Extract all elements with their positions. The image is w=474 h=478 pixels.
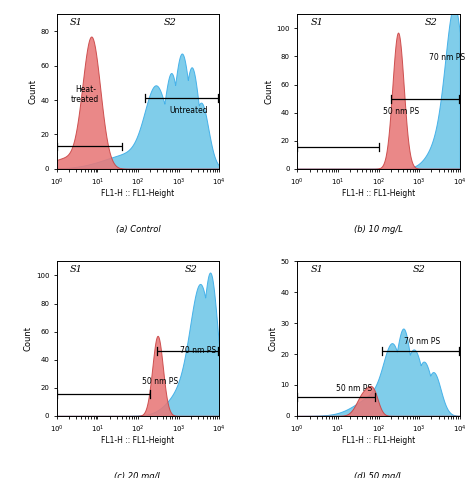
Title: (b) 10 mg/L: (b) 10 mg/L (354, 225, 403, 234)
Title: (d) 50 mg/L: (d) 50 mg/L (354, 472, 403, 478)
Text: 70 nm PS: 70 nm PS (404, 337, 440, 346)
Y-axis label: Count: Count (269, 326, 278, 351)
Text: 50 nm PS: 50 nm PS (142, 378, 178, 386)
Text: S1: S1 (70, 265, 82, 274)
Text: 70 nm PS: 70 nm PS (429, 53, 465, 62)
Text: S2: S2 (413, 265, 426, 274)
Text: S1: S1 (310, 18, 323, 27)
Y-axis label: Count: Count (24, 326, 33, 351)
X-axis label: FL1-H :: FL1-Height: FL1-H :: FL1-Height (101, 189, 175, 198)
Title: (a) Control: (a) Control (116, 225, 161, 234)
Text: 50 nm PS: 50 nm PS (336, 383, 372, 392)
Text: Untreated: Untreated (170, 106, 209, 115)
X-axis label: FL1-H :: FL1-Height: FL1-H :: FL1-Height (342, 189, 415, 198)
Text: S1: S1 (310, 265, 323, 274)
Text: Heat-
treated: Heat- treated (71, 85, 100, 104)
X-axis label: FL1-H :: FL1-Height: FL1-H :: FL1-Height (101, 436, 175, 445)
Text: S2: S2 (425, 18, 438, 27)
Text: S2: S2 (163, 18, 176, 27)
Y-axis label: Count: Count (264, 79, 273, 104)
Title: (c) 20 mg/L: (c) 20 mg/L (114, 472, 162, 478)
X-axis label: FL1-H :: FL1-Height: FL1-H :: FL1-Height (342, 436, 415, 445)
Text: S1: S1 (70, 18, 82, 27)
Text: 50 nm PS: 50 nm PS (383, 107, 419, 116)
Text: S2: S2 (184, 265, 197, 274)
Text: 70 nm PS: 70 nm PS (180, 347, 216, 356)
Y-axis label: Count: Count (28, 79, 37, 104)
